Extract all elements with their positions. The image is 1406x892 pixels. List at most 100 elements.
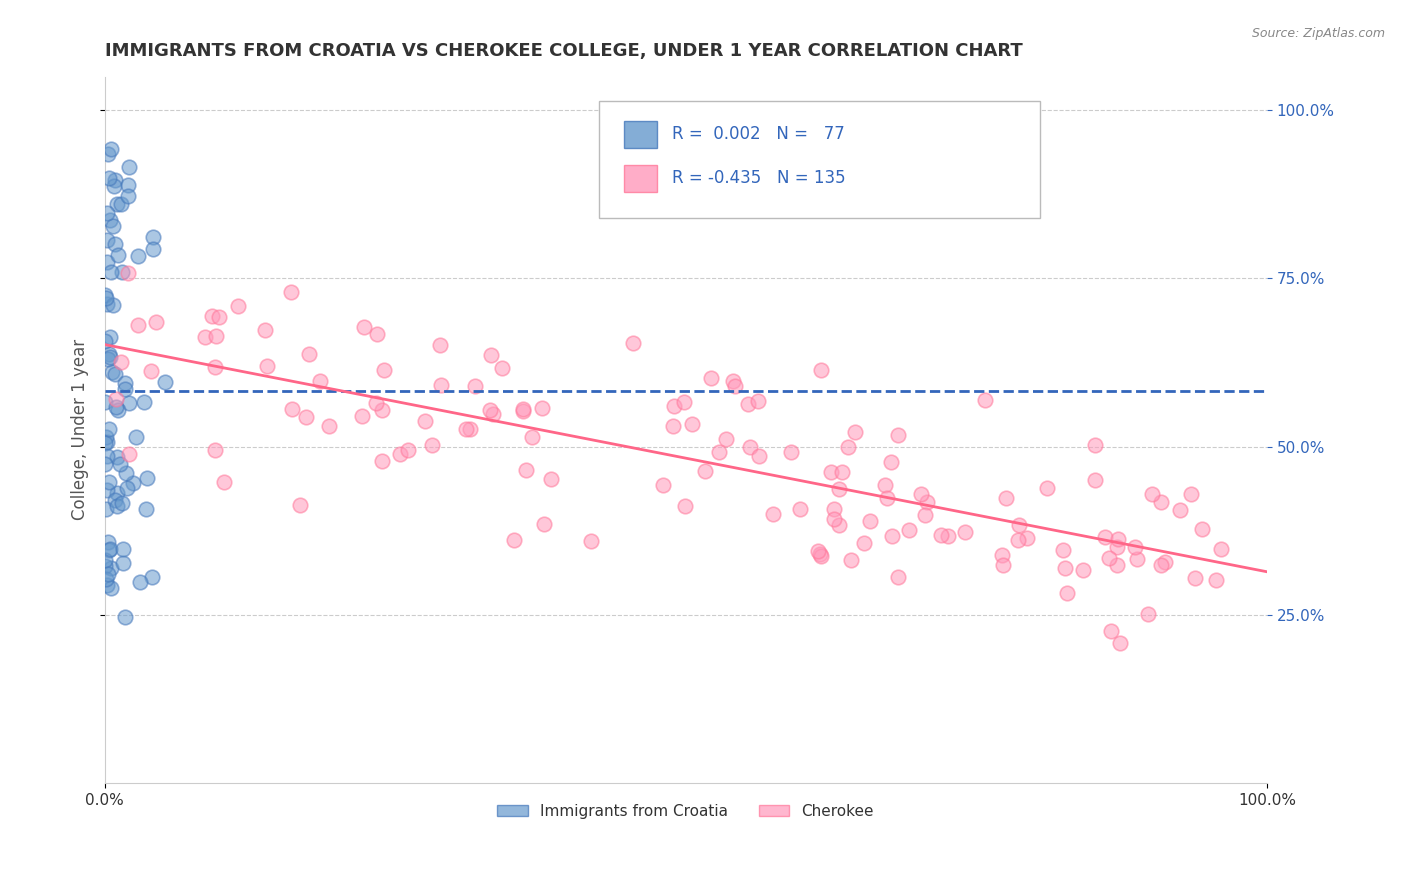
Point: [298, 346, 321, 360]
Point: [844, 425, 866, 439]
Point: [105, 392, 128, 406]
Point: [107, 402, 129, 417]
Point: [853, 536, 876, 550]
Point: [681, 417, 703, 431]
Point: [662, 418, 685, 433]
Point: [204, 359, 226, 374]
Point: [672, 395, 695, 409]
Point: [121, 475, 143, 490]
Point: [429, 338, 451, 352]
Point: [491, 361, 513, 376]
Point: [1099, 624, 1122, 638]
Point: [1125, 551, 1147, 566]
Point: [98, 542, 121, 557]
Point: [482, 407, 505, 421]
Point: [253, 323, 276, 337]
Point: [100, 581, 122, 595]
Point: [994, 491, 1017, 505]
Y-axis label: College, Under 1 year: College, Under 1 year: [72, 339, 89, 520]
Point: [98, 347, 121, 361]
Point: [1084, 473, 1107, 487]
Point: [256, 359, 278, 373]
Point: [110, 197, 132, 211]
Point: [931, 528, 953, 542]
Point: [96, 206, 118, 220]
Point: [831, 465, 853, 479]
Point: [810, 549, 832, 563]
Bar: [624, 165, 657, 192]
Point: [98, 542, 121, 557]
Point: [747, 393, 769, 408]
Point: [914, 508, 936, 522]
Bar: [624, 121, 657, 148]
Point: [142, 242, 165, 256]
Point: [1184, 571, 1206, 585]
Point: [98, 475, 121, 489]
Point: [917, 495, 939, 509]
Point: [97, 147, 120, 161]
Point: [98, 350, 121, 364]
Point: [621, 335, 644, 350]
Point: [531, 401, 554, 416]
Point: [98, 329, 121, 343]
Point: [97, 535, 120, 549]
Point: [724, 379, 747, 393]
Point: [127, 249, 149, 263]
Point: [738, 440, 761, 454]
Point: [318, 418, 340, 433]
Point: [464, 378, 486, 392]
Point: [1149, 558, 1171, 572]
Point: [533, 516, 555, 531]
Point: [721, 374, 744, 388]
FancyBboxPatch shape: [599, 102, 1040, 218]
Point: [1007, 533, 1029, 547]
Point: [96, 578, 118, 592]
Point: [1109, 636, 1132, 650]
Point: [370, 454, 392, 468]
Point: [454, 422, 477, 436]
Point: [97, 351, 120, 366]
Text: Source: ZipAtlas.com: Source: ZipAtlas.com: [1251, 27, 1385, 40]
Point: [823, 502, 845, 516]
Point: [280, 401, 302, 416]
Point: [153, 375, 176, 389]
Point: [100, 265, 122, 279]
Point: [125, 430, 148, 444]
Point: [110, 355, 132, 369]
Point: [107, 248, 129, 262]
Point: [1154, 555, 1177, 569]
Point: [94, 291, 117, 305]
Point: [115, 466, 138, 480]
Point: [366, 327, 388, 342]
Point: [707, 445, 730, 459]
Point: [114, 610, 136, 624]
Point: [693, 464, 716, 478]
Point: [129, 574, 152, 589]
Point: [991, 558, 1014, 572]
Point: [105, 485, 128, 500]
Point: [807, 544, 830, 558]
Point: [520, 429, 543, 443]
Point: [96, 434, 118, 449]
Point: [104, 492, 127, 507]
Point: [512, 402, 534, 417]
Point: [350, 409, 373, 423]
Point: [1098, 550, 1121, 565]
Point: [974, 393, 997, 408]
Point: [100, 561, 122, 575]
Point: [141, 569, 163, 583]
Point: [1071, 563, 1094, 577]
Point: [96, 502, 118, 516]
Point: [700, 371, 723, 385]
Point: [1054, 561, 1077, 575]
Point: [100, 142, 122, 156]
Point: [828, 482, 851, 496]
Point: [97, 170, 120, 185]
Point: [104, 237, 127, 252]
Point: [104, 400, 127, 414]
Point: [779, 445, 801, 459]
Point: [101, 365, 124, 379]
Point: [880, 455, 903, 469]
Point: [540, 472, 562, 486]
Point: [97, 422, 120, 436]
